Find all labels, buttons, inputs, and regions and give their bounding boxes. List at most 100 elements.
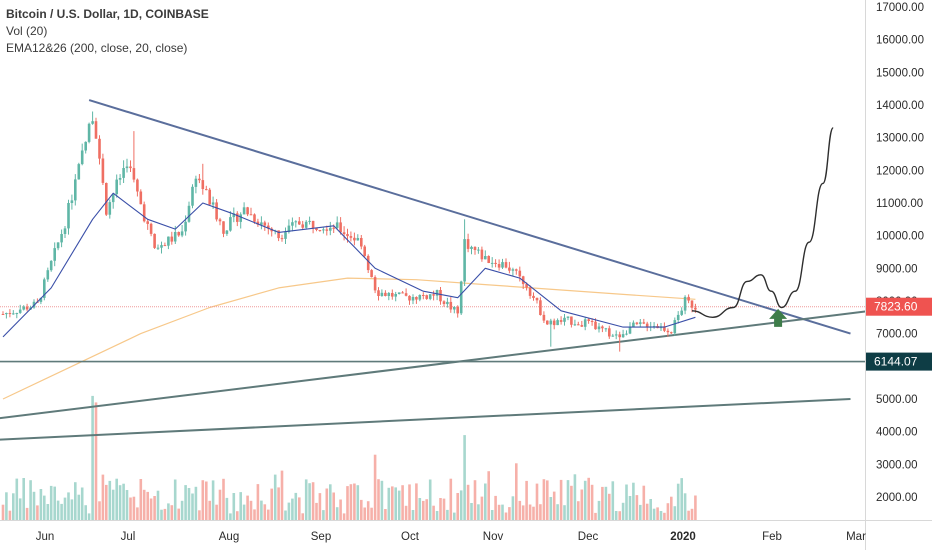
volume-bar [222, 478, 225, 520]
candle-body [597, 326, 601, 330]
candle [597, 323, 601, 333]
volume-bar [363, 507, 366, 520]
candle-body [504, 262, 508, 268]
candle-body [194, 178, 198, 187]
candle [242, 202, 246, 215]
candle-body [25, 306, 29, 310]
legend-symbol[interactable]: Bitcoin / U.S. Dollar, 1D, COINBASE [6, 7, 209, 21]
volume-bar [84, 505, 87, 520]
candle [301, 220, 304, 230]
candle-body [80, 150, 84, 165]
candle-body [408, 295, 411, 301]
volume-bar [415, 483, 418, 520]
candle-body [291, 222, 294, 226]
candle-body [308, 220, 311, 222]
volume-bar [373, 454, 377, 520]
volume-bar [673, 506, 677, 520]
candle [335, 216, 339, 230]
price-axis[interactable]: 2000.003000.004000.005000.006000.007000.… [876, 2, 924, 504]
candle-body [153, 233, 156, 248]
candle [490, 257, 494, 268]
volume-bar [32, 491, 36, 520]
volume-bar [360, 499, 363, 520]
volume-bar [91, 395, 94, 520]
candle-body [418, 295, 422, 300]
candle-body [363, 246, 366, 256]
price-tick-label: 2000.00 [876, 492, 918, 504]
candle-body [60, 234, 63, 243]
volume-bar [528, 504, 532, 520]
volume-bar [384, 509, 387, 520]
candle-body [676, 314, 680, 320]
candle [532, 292, 535, 301]
candle [187, 201, 191, 223]
volume-bar [484, 483, 487, 520]
candle [239, 212, 242, 229]
volume-bar [49, 485, 53, 520]
volume-bar [322, 510, 325, 520]
volume-bar [473, 480, 477, 520]
candle [397, 292, 401, 295]
candle [549, 318, 553, 347]
candle [53, 242, 56, 267]
volume-bar [542, 479, 546, 520]
volume-bar [614, 511, 618, 520]
volume-bar [256, 484, 260, 520]
candle-body [325, 229, 329, 231]
candle [263, 220, 267, 231]
candle [566, 316, 570, 321]
time-axis[interactable]: Jun Jul Aug Sep Oct Nov Dec 2020 Feb Mar [36, 531, 866, 543]
candle [673, 317, 677, 336]
candle-body [111, 194, 115, 203]
candle-body [280, 238, 284, 240]
volume-bar [318, 493, 322, 520]
candle-body [449, 301, 453, 310]
volume-bar [173, 479, 177, 520]
volume-bar [649, 499, 652, 520]
volume-bar [25, 507, 29, 520]
candle-body [115, 179, 118, 195]
volume-bar [215, 504, 218, 520]
volume-bar [546, 480, 549, 520]
candle [84, 141, 87, 154]
candle [356, 234, 360, 241]
volume-bar [676, 483, 680, 520]
volume-bar [36, 505, 39, 520]
candle [284, 227, 287, 244]
candle [194, 175, 198, 194]
candle-body [242, 207, 246, 215]
volume-bar [15, 478, 19, 520]
candle [322, 227, 325, 234]
candle [146, 219, 149, 230]
legend-volume[interactable]: Vol (20) [6, 24, 48, 38]
legend-ema[interactable]: EMA12&26 (200, close, 20, close) [6, 41, 188, 55]
volume-bar [108, 480, 112, 520]
volume-bar [191, 493, 194, 520]
volume-bar [580, 489, 584, 520]
ema200-path [2, 277, 696, 400]
volume-bar [263, 504, 267, 520]
candle-body [549, 320, 553, 325]
volume-bar [67, 492, 70, 520]
candle-body [539, 300, 542, 315]
candle [136, 178, 139, 197]
volume-bar [211, 480, 215, 520]
candle-body [683, 296, 687, 311]
candle-body [360, 238, 363, 247]
volume-bar [366, 501, 370, 520]
candle-body [425, 295, 428, 299]
candle [218, 217, 222, 226]
volume-bar [587, 477, 590, 520]
candle [477, 247, 480, 254]
volume-bar [1, 504, 5, 520]
candle [98, 135, 101, 165]
volume-bar [401, 485, 404, 520]
volume-bar [63, 497, 67, 520]
candle [149, 222, 153, 237]
volume-bar [501, 504, 504, 520]
volume-bar [177, 508, 180, 520]
price-tick-label: 3000.00 [876, 459, 918, 471]
volume-bar [294, 492, 298, 520]
